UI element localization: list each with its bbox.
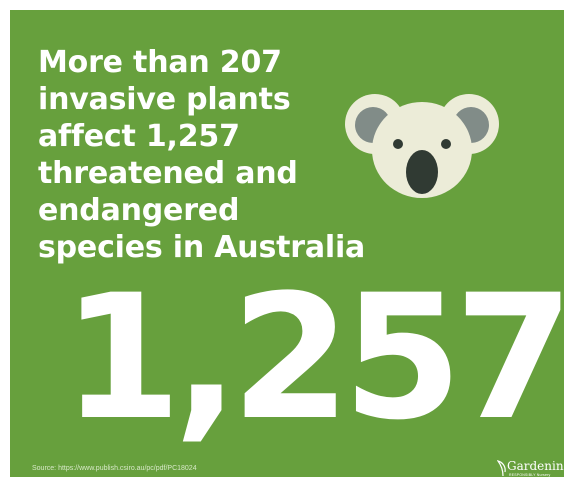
headline-line-4: threatened and	[38, 156, 298, 191]
headline-line-3: affect 1,257	[38, 119, 240, 154]
leaf-icon	[497, 460, 506, 477]
brand-logo: Gardening RESPONSIBLY Nursery	[497, 457, 564, 477]
headline: More than 207 invasive plants affect 1,2…	[38, 44, 418, 266]
koala-icon	[345, 94, 499, 198]
brand-tagline: RESPONSIBLY Nursery	[509, 473, 551, 477]
headline-line-2: invasive plants	[38, 82, 291, 117]
headline-line-6: species in Australia	[38, 230, 366, 265]
big-number: 1,257	[62, 257, 564, 458]
headline-line-1: More than 207	[38, 45, 282, 80]
koala-nose	[406, 150, 438, 194]
brand-name: Gardening	[507, 459, 564, 473]
source-citation: Source: https://www.publish.csiro.au/pc/…	[32, 465, 197, 472]
infographic-card: More than 207 invasive plants affect 1,2…	[10, 10, 564, 477]
headline-line-5: endangered	[38, 193, 240, 228]
koala-left-eye	[393, 139, 403, 149]
koala-right-eye	[441, 139, 451, 149]
